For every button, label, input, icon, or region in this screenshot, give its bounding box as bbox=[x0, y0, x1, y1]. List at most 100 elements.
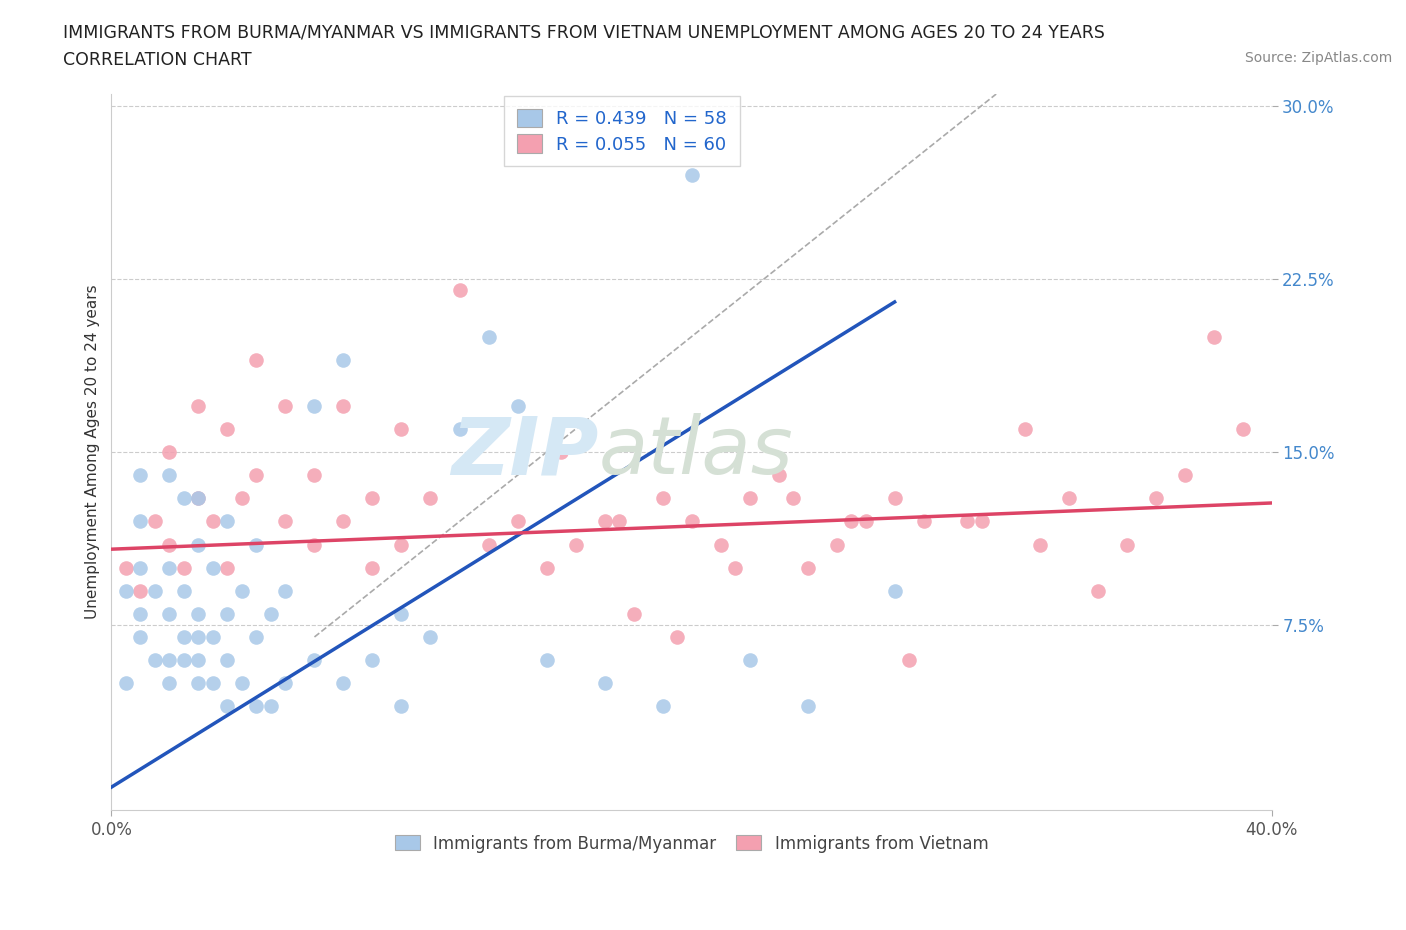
Point bbox=[391, 421, 413, 436]
Point bbox=[201, 630, 224, 644]
Point bbox=[709, 538, 731, 552]
Point bbox=[217, 421, 239, 436]
Point bbox=[159, 468, 181, 483]
Point bbox=[593, 514, 616, 529]
Point bbox=[143, 514, 166, 529]
Point bbox=[1087, 583, 1109, 598]
Point bbox=[129, 560, 152, 575]
Point bbox=[217, 606, 239, 621]
Point bbox=[115, 560, 138, 575]
Point bbox=[1057, 491, 1080, 506]
Point bbox=[623, 606, 645, 621]
Point bbox=[391, 698, 413, 713]
Point bbox=[159, 606, 181, 621]
Point bbox=[593, 676, 616, 691]
Point bbox=[1014, 421, 1036, 436]
Point bbox=[768, 468, 790, 483]
Point bbox=[855, 514, 877, 529]
Point bbox=[245, 468, 267, 483]
Text: ZIP: ZIP bbox=[451, 413, 599, 491]
Point bbox=[129, 630, 152, 644]
Text: IMMIGRANTS FROM BURMA/MYANMAR VS IMMIGRANTS FROM VIETNAM UNEMPLOYMENT AMONG AGES: IMMIGRANTS FROM BURMA/MYANMAR VS IMMIGRA… bbox=[63, 23, 1105, 41]
Point bbox=[883, 491, 905, 506]
Point bbox=[201, 560, 224, 575]
Point bbox=[536, 653, 558, 668]
Point bbox=[361, 491, 384, 506]
Point bbox=[274, 514, 297, 529]
Point bbox=[332, 398, 354, 413]
Point bbox=[477, 538, 499, 552]
Legend: Immigrants from Burma/Myanmar, Immigrants from Vietnam: Immigrants from Burma/Myanmar, Immigrant… bbox=[388, 828, 995, 859]
Point bbox=[651, 698, 673, 713]
Point bbox=[607, 514, 630, 529]
Point bbox=[506, 398, 529, 413]
Point bbox=[217, 560, 239, 575]
Point bbox=[159, 445, 181, 459]
Point bbox=[1232, 421, 1254, 436]
Point bbox=[796, 560, 818, 575]
Point bbox=[187, 630, 209, 644]
Point bbox=[159, 560, 181, 575]
Point bbox=[187, 491, 209, 506]
Point bbox=[391, 606, 413, 621]
Point bbox=[187, 676, 209, 691]
Point bbox=[449, 283, 471, 298]
Point bbox=[304, 653, 326, 668]
Point bbox=[738, 653, 761, 668]
Point bbox=[187, 606, 209, 621]
Point bbox=[129, 468, 152, 483]
Point bbox=[796, 698, 818, 713]
Point bbox=[217, 514, 239, 529]
Point bbox=[419, 491, 441, 506]
Point bbox=[332, 352, 354, 367]
Point bbox=[681, 167, 703, 182]
Point bbox=[304, 538, 326, 552]
Point bbox=[1115, 538, 1137, 552]
Point bbox=[391, 538, 413, 552]
Point bbox=[738, 491, 761, 506]
Point bbox=[956, 514, 979, 529]
Point bbox=[304, 398, 326, 413]
Point bbox=[651, 491, 673, 506]
Point bbox=[173, 491, 195, 506]
Point bbox=[724, 560, 747, 575]
Point bbox=[1144, 491, 1167, 506]
Point bbox=[361, 653, 384, 668]
Point bbox=[419, 630, 441, 644]
Point bbox=[361, 560, 384, 575]
Y-axis label: Unemployment Among Ages 20 to 24 years: Unemployment Among Ages 20 to 24 years bbox=[86, 285, 100, 619]
Point bbox=[260, 606, 283, 621]
Point bbox=[231, 676, 253, 691]
Point bbox=[187, 491, 209, 506]
Point bbox=[159, 676, 181, 691]
Point bbox=[201, 514, 224, 529]
Point bbox=[666, 630, 689, 644]
Point bbox=[550, 445, 572, 459]
Point bbox=[115, 583, 138, 598]
Point bbox=[449, 421, 471, 436]
Point bbox=[825, 538, 848, 552]
Point bbox=[1202, 329, 1225, 344]
Point bbox=[883, 583, 905, 598]
Point bbox=[260, 698, 283, 713]
Point bbox=[115, 676, 138, 691]
Point bbox=[912, 514, 935, 529]
Point bbox=[970, 514, 993, 529]
Point bbox=[274, 583, 297, 598]
Point bbox=[245, 630, 267, 644]
Point bbox=[159, 653, 181, 668]
Point bbox=[506, 514, 529, 529]
Point bbox=[187, 398, 209, 413]
Point bbox=[274, 398, 297, 413]
Point bbox=[304, 468, 326, 483]
Point bbox=[564, 538, 586, 552]
Point bbox=[332, 514, 354, 529]
Point bbox=[231, 491, 253, 506]
Point bbox=[217, 653, 239, 668]
Point bbox=[274, 676, 297, 691]
Point bbox=[681, 514, 703, 529]
Point bbox=[173, 583, 195, 598]
Point bbox=[245, 352, 267, 367]
Point bbox=[477, 329, 499, 344]
Point bbox=[187, 653, 209, 668]
